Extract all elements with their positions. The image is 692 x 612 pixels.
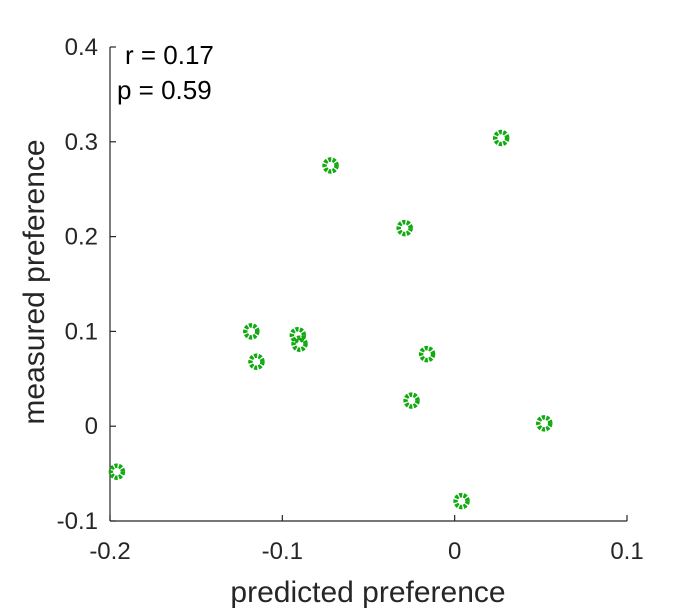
- y-tick-label: 0.3: [65, 129, 98, 156]
- y-tick-label: 0.4: [65, 34, 98, 61]
- correlation-r-annotation: r = 0.17: [125, 40, 214, 70]
- data-point: [396, 219, 413, 237]
- y-tick-label: 0: [85, 413, 98, 440]
- data-point: [453, 492, 470, 510]
- data-point: [322, 157, 339, 174]
- data-point: [248, 353, 265, 370]
- data-point: [291, 335, 308, 352]
- y-tick-label: -0.1: [57, 508, 98, 535]
- y-axis-label: measured preference: [18, 139, 51, 424]
- data-point: [403, 392, 420, 409]
- data-point: [418, 345, 436, 363]
- axes: [109, 47, 627, 522]
- data-point: [108, 463, 126, 480]
- y-tick-labels: -0.1 0 0.1 0.2 0.3 0.4: [57, 34, 116, 535]
- x-tick-label: -0.1: [262, 538, 303, 565]
- x-tick-label: -0.2: [89, 538, 130, 565]
- y-tick-label: 0.1: [65, 318, 98, 345]
- data-point: [492, 129, 510, 147]
- data-point: [536, 415, 553, 432]
- p-value-annotation: p = 0.59: [117, 75, 212, 105]
- y-tick-label: 0.2: [65, 224, 98, 251]
- x-tick-labels: -0.2 -0.1 0 0.1: [89, 515, 644, 565]
- x-axis-label: predicted preference: [230, 576, 505, 609]
- x-tick-label: 0.1: [610, 538, 643, 565]
- x-tick-label: 0: [448, 538, 461, 565]
- data-points: [108, 129, 553, 510]
- data-point: [243, 323, 260, 340]
